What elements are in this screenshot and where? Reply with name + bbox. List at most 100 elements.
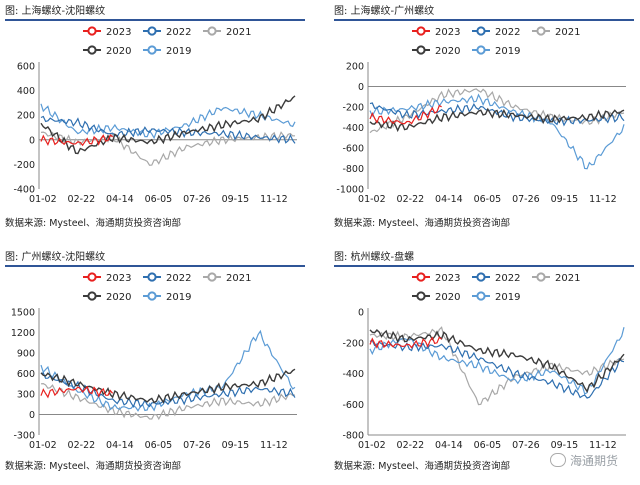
y-tick-label: -600 bbox=[342, 144, 364, 155]
series-line-2019 bbox=[369, 93, 625, 170]
x-tick-label: 07-26 bbox=[512, 194, 540, 205]
legend-marker-2019 bbox=[476, 291, 486, 301]
y-tick-label: 400 bbox=[17, 86, 35, 97]
y-tick-label: -400 bbox=[342, 369, 364, 380]
chart-panel-gz-sy: 图: 广州螺纹-沈阳螺纹 2023 2022 2021 2020 2019 -300 0 30… bbox=[5, 248, 305, 478]
x-tick-label: 09-15 bbox=[551, 194, 579, 205]
y-tick-label: -800 bbox=[342, 164, 364, 175]
legend-label-2019: 2019 bbox=[166, 292, 191, 303]
legend-label-2021: 2021 bbox=[226, 27, 251, 38]
y-tick-label: -400 bbox=[13, 185, 35, 196]
series-line-2020 bbox=[369, 328, 625, 393]
legend-marker-2023 bbox=[416, 26, 426, 36]
legend-marker-2020 bbox=[416, 45, 426, 55]
series-line-2021 bbox=[40, 131, 296, 166]
legend-marker-2020 bbox=[416, 291, 426, 301]
series-line-2021 bbox=[369, 88, 625, 134]
legend-label-2019: 2019 bbox=[495, 292, 520, 303]
series-line-2022 bbox=[369, 102, 625, 127]
y-tick-label: 1200 bbox=[11, 328, 35, 339]
chart-title: 图: 上海螺纹-广州螺纹 bbox=[334, 6, 435, 17]
legend-label-2019: 2019 bbox=[166, 46, 191, 57]
chart-panel-sh-gz: 图: 上海螺纹-广州螺纹 2023 2022 2021 2020 2019 -1000 -8… bbox=[334, 2, 634, 232]
legend-label-2022: 2022 bbox=[495, 27, 520, 38]
y-tick-label: -200 bbox=[13, 160, 35, 171]
source-note: 数据来源: Mysteel、海通期货投资咨询部 bbox=[5, 218, 182, 229]
series-line-2020 bbox=[40, 368, 296, 404]
y-tick-label: 0 bbox=[358, 308, 364, 319]
chart-title: 图: 杭州螺纹-盘螺 bbox=[334, 252, 415, 263]
legend-label-2023: 2023 bbox=[435, 27, 460, 38]
legend-marker-2021 bbox=[536, 272, 546, 282]
x-tick-label: 06-05 bbox=[474, 440, 502, 451]
series-line-2019 bbox=[369, 327, 625, 395]
series-line-2023 bbox=[40, 134, 113, 147]
y-tick-label: 0 bbox=[358, 82, 364, 93]
y-tick-label: 0 bbox=[29, 410, 35, 421]
source-note: 数据来源: Mysteel、海通期货投资咨询部 bbox=[5, 461, 182, 472]
y-tick-label: 200 bbox=[17, 111, 35, 122]
y-tick-label: -600 bbox=[342, 400, 364, 411]
x-tick-label: 07-26 bbox=[512, 440, 540, 451]
x-tick-label: 11-12 bbox=[589, 440, 617, 451]
title-rule bbox=[5, 265, 305, 267]
y-tick-label: 600 bbox=[17, 62, 35, 73]
x-tick-label: 09-15 bbox=[222, 440, 250, 451]
legend-label-2022: 2022 bbox=[166, 27, 191, 38]
legend-marker-2021 bbox=[207, 272, 217, 282]
series-line-2023 bbox=[369, 104, 442, 125]
source-note: 数据来源: Mysteel、海通期货投资咨询部 bbox=[334, 218, 511, 229]
legend-marker-2021 bbox=[207, 26, 217, 36]
x-tick-label: 02-22 bbox=[68, 440, 96, 451]
x-tick-label: 11-12 bbox=[260, 194, 288, 205]
chart-svg: 2023 2022 2021 2020 2019 -800 -600 -400 -200 0 01-… bbox=[342, 272, 626, 451]
x-tick-label: 01-02 bbox=[29, 440, 57, 451]
legend-label-2020: 2020 bbox=[435, 292, 460, 303]
x-tick-label: 06-05 bbox=[145, 194, 173, 205]
series-line-2023 bbox=[40, 385, 114, 399]
x-tick-label: 01-02 bbox=[358, 440, 386, 451]
y-tick-label: 0 bbox=[29, 135, 35, 146]
x-tick-label: 04-14 bbox=[106, 440, 134, 451]
legend-marker-2022 bbox=[147, 26, 157, 36]
series-line-2022 bbox=[369, 339, 625, 399]
y-tick-label: 600 bbox=[17, 369, 35, 380]
legend-marker-2019 bbox=[147, 291, 157, 301]
y-tick-label: -800 bbox=[342, 431, 364, 442]
series-line-2020 bbox=[40, 95, 296, 155]
series-line-2021 bbox=[369, 326, 625, 406]
legend-label-2023: 2023 bbox=[106, 273, 131, 284]
legend-label-2020: 2020 bbox=[435, 46, 460, 57]
legend-marker-2022 bbox=[147, 272, 157, 282]
source-note: 数据来源: Mysteel、海通期货投资咨询部 bbox=[334, 461, 511, 472]
series-line-2021 bbox=[40, 382, 296, 421]
x-tick-label: 01-02 bbox=[358, 194, 386, 205]
legend-label-2021: 2021 bbox=[226, 273, 251, 284]
legend-marker-2019 bbox=[476, 45, 486, 55]
x-tick-label: 11-12 bbox=[260, 440, 288, 451]
chart-svg: 2023 2022 2021 2020 2019 -400 -200 0 200 400 600 01… bbox=[13, 26, 297, 205]
brand-watermark: 海通期货 bbox=[549, 452, 618, 469]
series-line-2023 bbox=[369, 336, 442, 349]
legend-label-2019: 2019 bbox=[495, 46, 520, 57]
y-tick-label: -300 bbox=[13, 431, 35, 442]
series-line-2019 bbox=[40, 329, 296, 412]
y-tick-label: -1000 bbox=[336, 185, 364, 196]
series-line-2020 bbox=[369, 107, 625, 133]
x-tick-label: 07-26 bbox=[183, 194, 211, 205]
legend-marker-2020 bbox=[87, 45, 97, 55]
legend-label-2020: 2020 bbox=[106, 46, 131, 57]
x-tick-label: 04-14 bbox=[106, 194, 134, 205]
x-tick-label: 02-22 bbox=[68, 194, 96, 205]
legend-label-2021: 2021 bbox=[555, 273, 580, 284]
chart-panel-hz-coil: 图: 杭州螺纹-盘螺 2023 2022 2021 2020 2019 -800 -600 -… bbox=[334, 248, 634, 478]
legend-marker-2022 bbox=[476, 26, 486, 36]
chart-panel-sh-sy: 图: 上海螺纹-沈阳螺纹 2023 2022 2021 2020 2019 -400 -20… bbox=[5, 2, 305, 232]
x-tick-label: 07-26 bbox=[183, 440, 211, 451]
series-line-2019 bbox=[40, 103, 296, 140]
x-tick-label: 02-22 bbox=[397, 194, 425, 205]
series-line-2022 bbox=[40, 372, 296, 409]
x-tick-label: 09-15 bbox=[222, 194, 250, 205]
x-tick-label: 02-22 bbox=[397, 440, 425, 451]
legend-marker-2023 bbox=[87, 26, 97, 36]
